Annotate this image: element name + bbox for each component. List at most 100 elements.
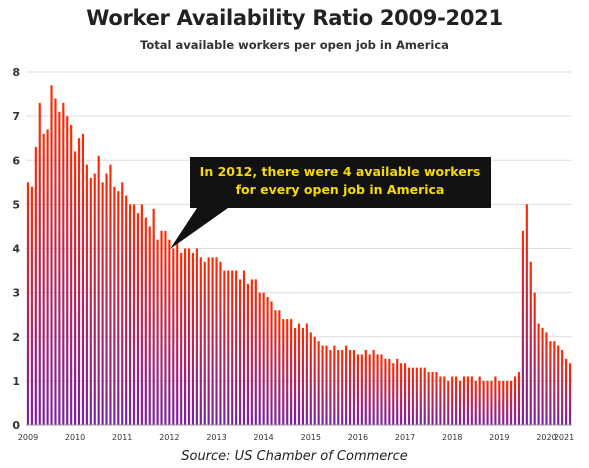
y-tick-label: 8 bbox=[12, 66, 20, 79]
bar bbox=[411, 367, 414, 425]
bar bbox=[317, 341, 320, 425]
bar bbox=[278, 310, 281, 425]
bar bbox=[235, 270, 238, 425]
bar bbox=[101, 182, 104, 425]
bar bbox=[219, 261, 222, 425]
bar bbox=[506, 380, 509, 426]
source-note: Source: US Chamber of Commerce bbox=[181, 449, 408, 464]
bar bbox=[46, 129, 49, 426]
bar bbox=[352, 349, 356, 425]
bar bbox=[187, 248, 191, 425]
bar bbox=[54, 98, 57, 425]
bar bbox=[415, 367, 418, 425]
bar bbox=[435, 372, 438, 425]
bar bbox=[231, 270, 234, 425]
bar bbox=[50, 85, 53, 426]
x-tick-label: 2009 bbox=[18, 433, 38, 442]
bar bbox=[172, 248, 175, 425]
x-tick-label: 2021 bbox=[554, 433, 574, 442]
x-tick-label: 2015 bbox=[301, 433, 321, 442]
bar bbox=[439, 376, 442, 425]
bar bbox=[160, 230, 163, 425]
bar bbox=[266, 297, 269, 425]
bar bbox=[384, 358, 387, 425]
bar bbox=[199, 257, 202, 425]
annotation-callout: In 2012, there were 4 available workers … bbox=[170, 157, 491, 249]
bar bbox=[89, 177, 92, 425]
bar bbox=[215, 257, 218, 425]
bar bbox=[309, 332, 312, 425]
chart-title: Worker Availability Ratio 2009-2021 bbox=[86, 6, 503, 30]
bar bbox=[105, 173, 108, 425]
bar bbox=[132, 204, 136, 426]
x-tick-label: 2017 bbox=[395, 433, 415, 442]
bar bbox=[337, 349, 340, 425]
bar bbox=[510, 380, 513, 426]
bar bbox=[176, 239, 179, 425]
bar bbox=[34, 147, 37, 425]
y-tick-label: 6 bbox=[12, 154, 20, 167]
x-tick-label: 2019 bbox=[489, 433, 509, 442]
x-tick-label: 2020 bbox=[536, 433, 556, 442]
bar bbox=[254, 279, 257, 425]
x-tick-label: 2010 bbox=[65, 433, 85, 442]
bar bbox=[42, 133, 45, 425]
bar bbox=[144, 217, 147, 425]
bar bbox=[478, 376, 481, 425]
y-tick-label: 1 bbox=[12, 375, 20, 388]
x-tick-label: 2013 bbox=[206, 433, 226, 442]
bar bbox=[533, 292, 536, 426]
callout-box bbox=[170, 157, 491, 249]
bar bbox=[207, 257, 210, 425]
bar bbox=[333, 345, 336, 425]
bar bbox=[321, 345, 324, 425]
x-tick-label: 2011 bbox=[112, 433, 132, 442]
bar bbox=[242, 270, 246, 425]
bar bbox=[549, 341, 552, 425]
bar bbox=[140, 204, 143, 426]
bar bbox=[423, 367, 426, 425]
bar bbox=[30, 186, 33, 425]
bar bbox=[305, 323, 308, 425]
bar bbox=[70, 124, 73, 425]
bar bbox=[348, 349, 352, 425]
bar bbox=[447, 380, 450, 426]
bar bbox=[113, 186, 116, 425]
bar bbox=[313, 336, 316, 425]
bar bbox=[93, 173, 96, 425]
bar bbox=[81, 133, 85, 425]
bar bbox=[211, 257, 214, 425]
y-tick-label: 0 bbox=[12, 419, 20, 432]
y-tick-label: 5 bbox=[12, 198, 20, 211]
bar bbox=[513, 376, 517, 425]
y-tick-label: 3 bbox=[12, 287, 20, 300]
bar bbox=[368, 354, 371, 425]
bar bbox=[293, 327, 297, 425]
callout-line-1: In 2012, there were 4 available workers bbox=[200, 164, 481, 179]
bar bbox=[388, 358, 391, 425]
bar bbox=[286, 319, 289, 425]
bar bbox=[341, 349, 344, 425]
callout-line-2: for every open job in America bbox=[236, 182, 445, 197]
bar bbox=[482, 380, 485, 426]
bar bbox=[451, 376, 454, 425]
x-tick-label: 2018 bbox=[442, 433, 462, 442]
bar bbox=[407, 367, 411, 425]
bar bbox=[184, 248, 187, 425]
bar bbox=[262, 292, 265, 426]
bar bbox=[258, 292, 261, 426]
bar bbox=[494, 376, 497, 425]
bar bbox=[239, 279, 242, 425]
bar bbox=[223, 270, 226, 425]
bar bbox=[490, 380, 493, 426]
bar bbox=[156, 239, 159, 425]
bar bbox=[396, 358, 399, 425]
bar bbox=[541, 327, 544, 425]
bar bbox=[364, 349, 367, 425]
bar bbox=[486, 380, 489, 426]
x-tick-label: 2012 bbox=[159, 433, 179, 442]
bar bbox=[455, 376, 458, 425]
bar bbox=[180, 252, 183, 425]
bar bbox=[301, 327, 305, 425]
